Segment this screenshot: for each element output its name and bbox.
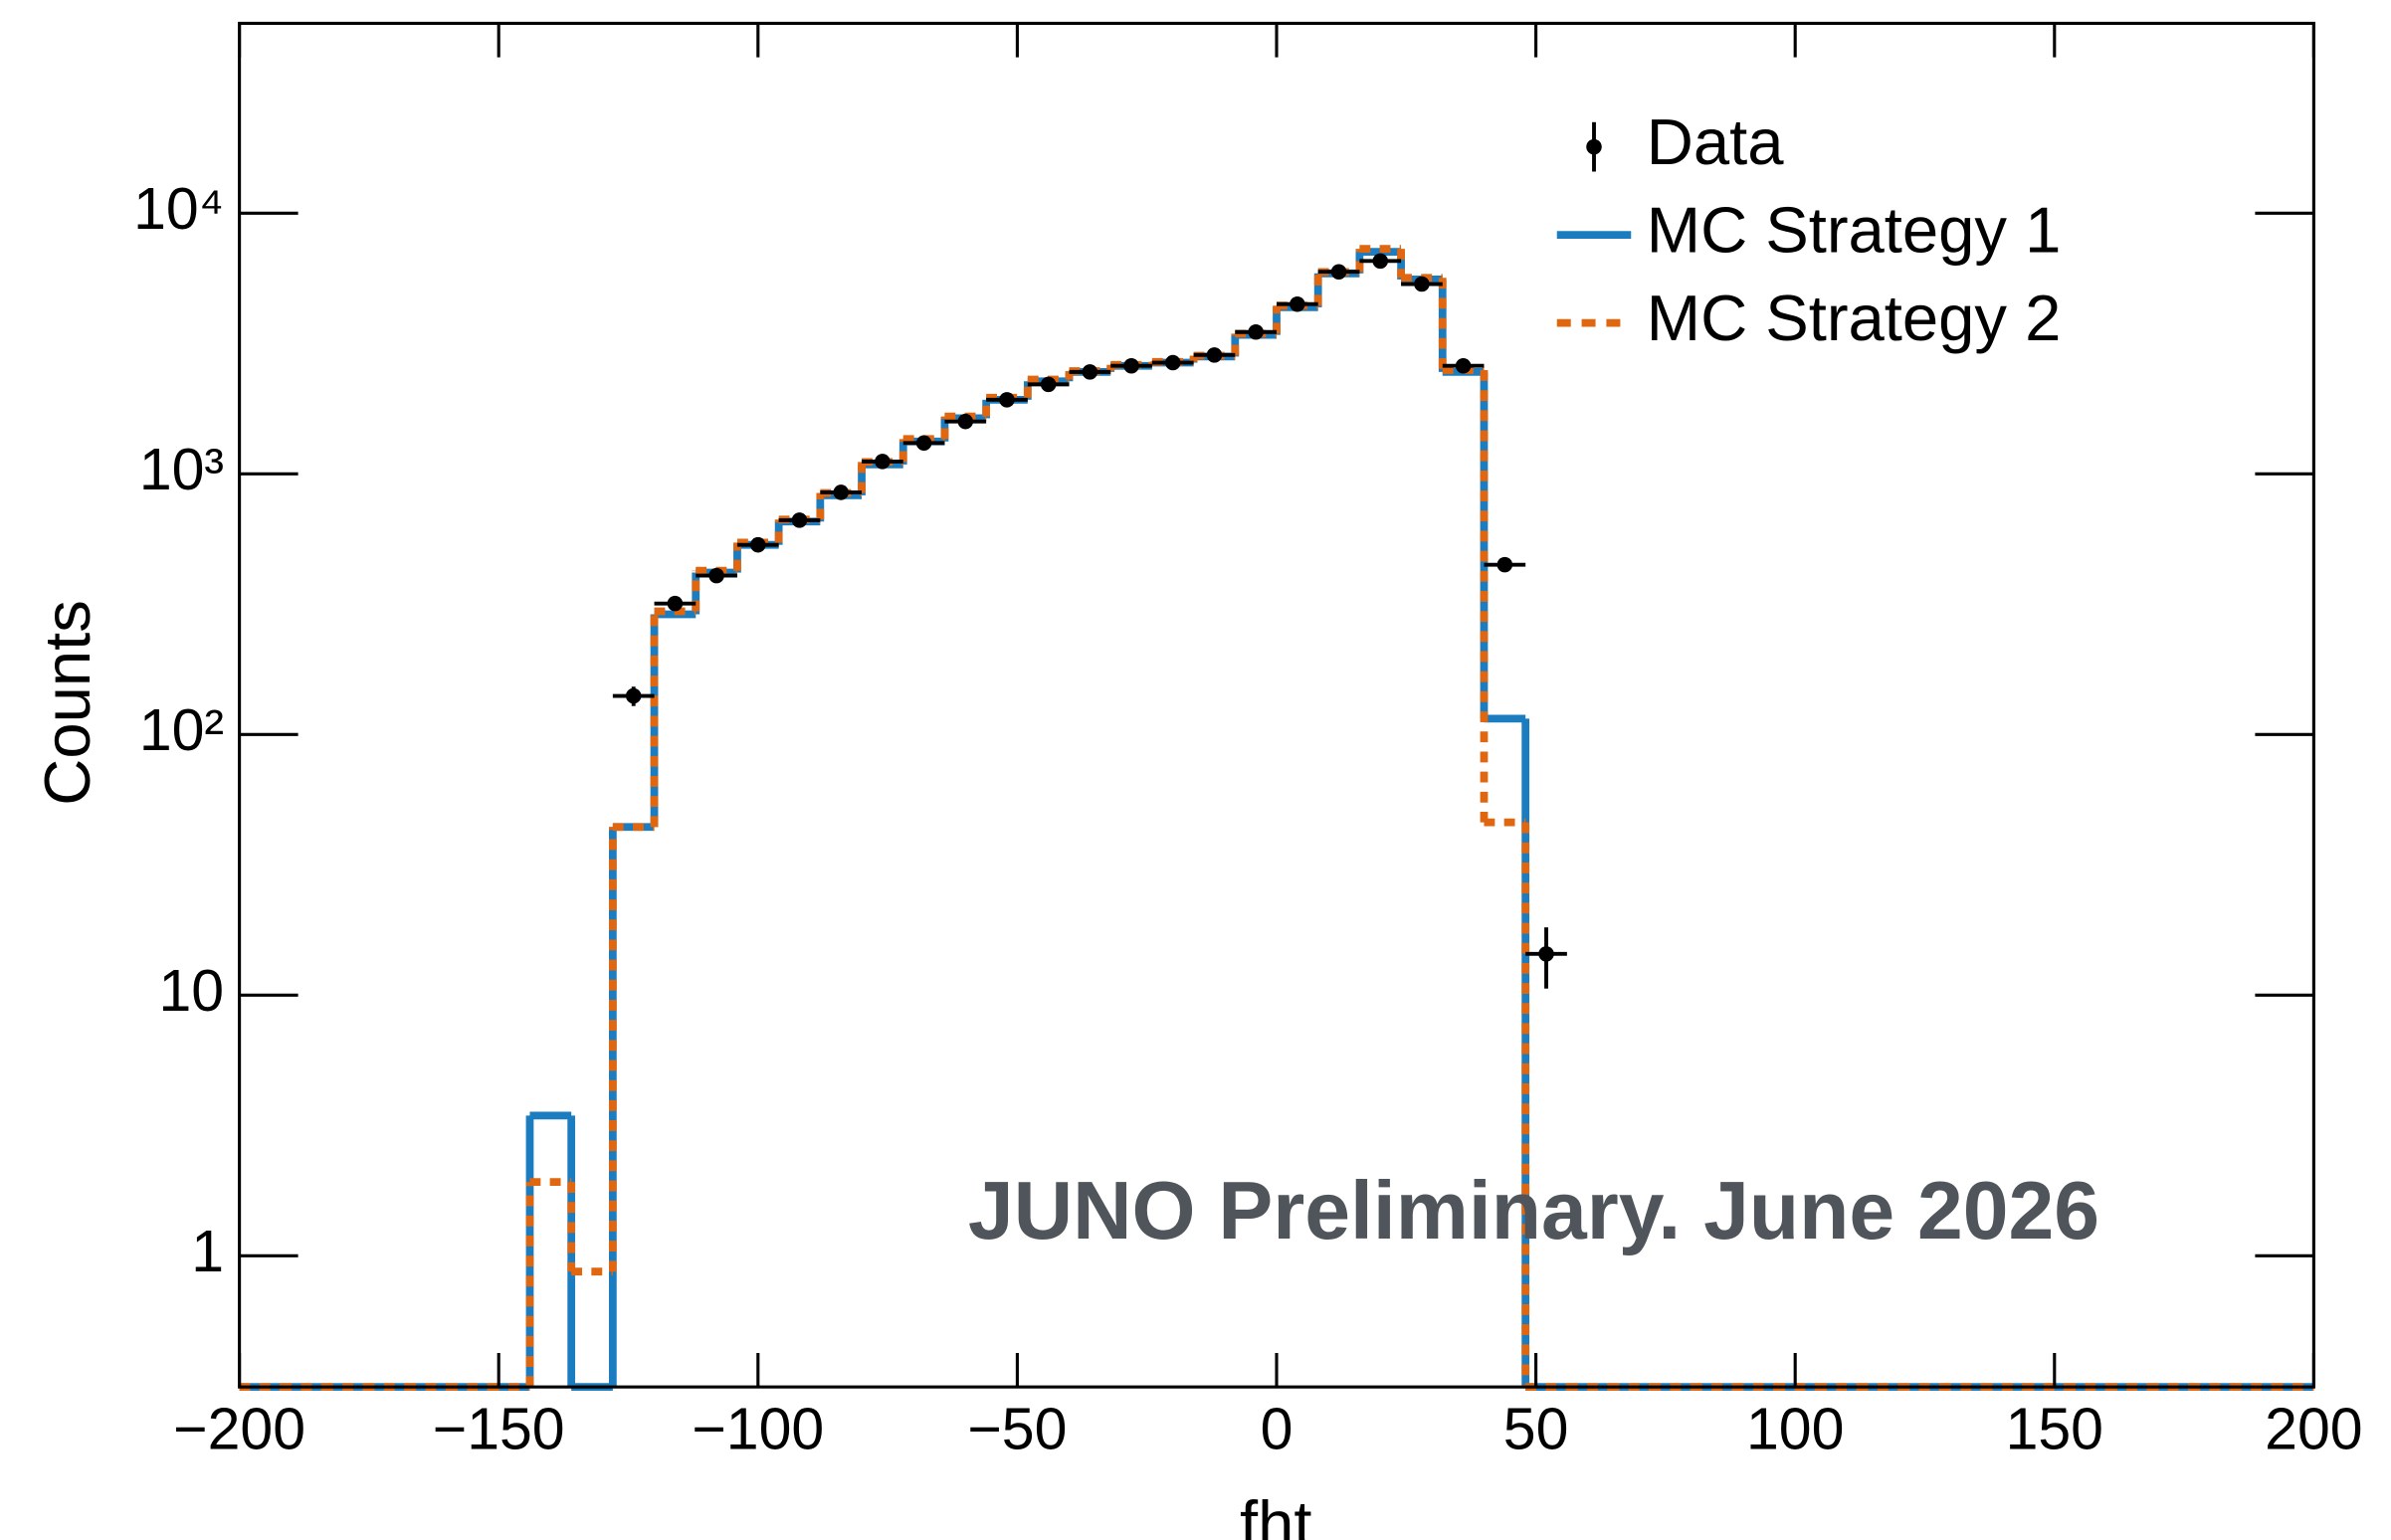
data-point [1290,295,1305,312]
y-tick-label: 10 [158,959,224,1024]
x-tick-label: 200 [2265,1397,2362,1461]
x-tick-label: 150 [2006,1397,2103,1461]
data-point [1248,323,1264,340]
x-tick-label: 100 [1746,1397,1844,1461]
x-tick-label: −200 [173,1397,305,1461]
x-axis-label: fht [1240,1487,1311,1540]
y-tick-label: 10⁴ [133,177,224,242]
watermark: JUNO Preliminary. June 2026 [968,1166,2099,1256]
x-tick-label: 0 [1261,1397,1294,1461]
x-tick-label: −100 [692,1397,824,1461]
data-point [833,484,849,500]
x-tick-label: −150 [433,1397,565,1461]
data-point [1123,357,1139,374]
data-point [1496,556,1513,573]
legend-label: Data [1647,105,1784,178]
data-point [750,536,766,553]
data-point [1206,347,1223,363]
data-point [875,454,891,470]
data-point [1040,376,1057,393]
legend-label: MC Strategy 2 [1647,282,2062,354]
data-point [1372,253,1388,270]
data-point [1330,264,1347,280]
y-axis-label: Counts [31,600,103,806]
data-point [791,512,808,528]
data-point [915,435,932,452]
data-point [1414,276,1430,292]
x-tick-label: −50 [967,1397,1067,1461]
data-point [1164,354,1181,371]
data-point [1538,946,1554,962]
data-point [999,392,1015,408]
y-tick-label: 10² [139,698,224,763]
x-tick-label: 50 [1503,1397,1569,1461]
legend-marker [1586,138,1602,155]
data-point [957,413,974,430]
data-point [667,595,684,612]
y-tick-label: 1 [191,1220,224,1284]
data-point [1082,364,1098,380]
data-point [708,567,724,584]
legend-label: MC Strategy 1 [1647,193,2062,266]
y-tick-label: 10³ [139,438,224,502]
data-point [1455,357,1472,374]
data-point [625,687,642,704]
